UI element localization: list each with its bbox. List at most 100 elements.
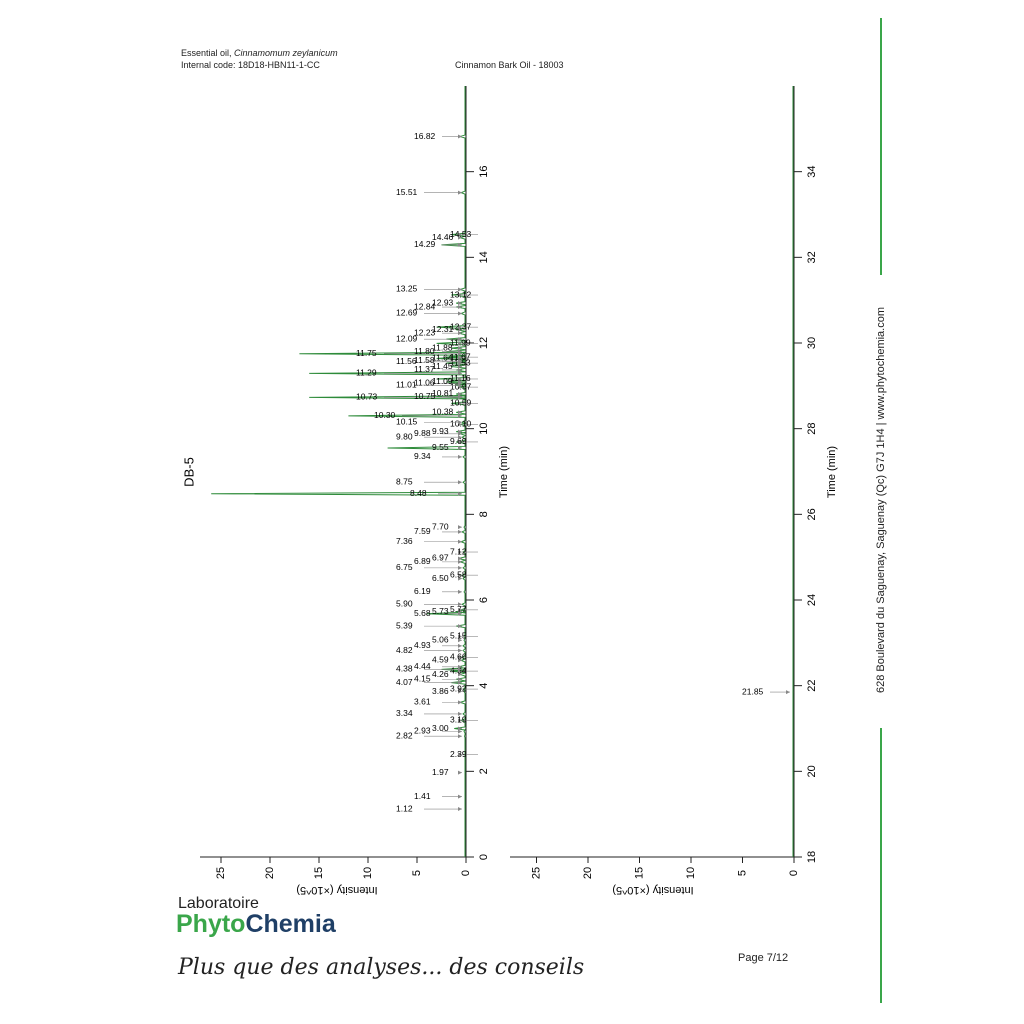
peak-label: 11.56 (396, 356, 417, 366)
peak-label: 11.01 (396, 380, 417, 390)
peak-arrowhead (458, 664, 462, 669)
peak-label: 3.61 (414, 697, 431, 707)
peak-arrowhead (458, 413, 462, 418)
peak-arrowhead (458, 305, 462, 310)
peak-label: 10.30 (374, 410, 396, 420)
peak-arrowhead (458, 658, 462, 663)
peak-label: 5.68 (414, 608, 431, 618)
time-tick-label: 22 (806, 680, 818, 692)
peak-arrowhead (458, 401, 462, 406)
peak-arrowhead (458, 190, 462, 195)
peak-arrowhead (458, 311, 462, 316)
peak-arrowhead (458, 529, 462, 534)
sample-description: Essential oil, Cinnamomum zeylanicum (181, 48, 338, 59)
peak-label: 12.37 (450, 321, 472, 331)
peak-arrowhead (458, 602, 462, 607)
peak-arrowhead (458, 634, 462, 639)
time-tick-label: 32 (806, 251, 818, 263)
peak-arrowhead (458, 301, 462, 306)
peak-arrowhead (458, 391, 462, 396)
peak-label: 3.34 (396, 708, 413, 718)
peak-arrowhead (458, 376, 462, 381)
peak-label: 7.59 (414, 526, 431, 536)
peak-arrowhead (458, 667, 462, 672)
peak-label: 9.55 (432, 442, 449, 452)
time-tick-label: 10 (478, 423, 490, 435)
intensity-tick-label: 10 (685, 867, 697, 879)
peak-arrowhead (458, 355, 462, 360)
peak-arrowhead (458, 576, 462, 581)
peak-arrowhead (458, 410, 462, 415)
peak-arrowhead (458, 379, 462, 384)
peak-arrowhead (458, 624, 462, 629)
intensity-tick-label: 25 (530, 867, 542, 879)
peak-label: 2.93 (414, 726, 431, 736)
intensity-tick-label: 5 (736, 870, 748, 876)
lab-address: 628 Boulevard du Saguenay, Saguenay (Qc)… (875, 306, 887, 694)
peak-label: 4.38 (396, 664, 413, 674)
peak-label: 12.23 (414, 327, 436, 337)
peak-arrowhead (458, 565, 462, 570)
time-tick-label: 30 (806, 337, 818, 349)
peak-arrowhead (458, 648, 462, 653)
time-tick-label: 8 (478, 511, 490, 517)
peak-arrowhead (458, 235, 462, 240)
peak-arrowhead (458, 420, 462, 425)
logo: PhytoChemia (176, 910, 336, 939)
peak-arrowhead (458, 232, 462, 237)
peak-label: 11.67 (450, 351, 471, 361)
peak-arrowhead (458, 331, 462, 336)
accent-line-bottom (880, 728, 882, 1003)
peak-label: 5.77 (450, 604, 467, 614)
peak-arrowhead (458, 364, 462, 369)
peak-label: 11.09 (432, 376, 453, 386)
peak-arrowhead (458, 480, 462, 485)
peak-arrowhead (458, 327, 462, 332)
peak-label: 14.46 (432, 232, 454, 242)
peak-label: 9.93 (432, 426, 449, 436)
peak-label: 7.36 (396, 536, 413, 546)
peak-label: 3.86 (432, 686, 449, 696)
peak-label: 7.12 (450, 546, 467, 556)
logo-label: Laboratoire (178, 895, 259, 912)
peak-arrowhead (458, 638, 462, 643)
peak-arrowhead (458, 134, 462, 139)
peak-arrowhead (458, 752, 462, 757)
peak-label: 5.39 (396, 620, 413, 630)
peak-label: 11.37 (414, 364, 435, 374)
intensity-tick-label: 15 (313, 867, 325, 879)
peak-arrowhead (458, 429, 462, 434)
peak-label: 10.97 (450, 381, 472, 391)
peak-label: 1.41 (414, 791, 431, 801)
peak-label: 9.34 (414, 451, 431, 461)
peak-label: 12.09 (396, 333, 418, 343)
logo-chemia: Chemia (245, 910, 336, 938)
peak-arrowhead (458, 729, 462, 734)
peak-arrowhead (458, 435, 462, 440)
time-tick-label: 16 (478, 166, 490, 178)
peak-arrowhead (458, 589, 462, 594)
intensity-tick-label: 0 (788, 870, 800, 876)
chromatogram-trace (211, 86, 466, 857)
time-axis-title: Time (min) (826, 446, 838, 498)
peak-label: 1.12 (396, 803, 413, 813)
peak-label: 4.44 (414, 661, 431, 671)
peak-label: 10.59 (450, 398, 472, 408)
time-tick-label: 0 (478, 854, 490, 860)
peak-label: 8.75 (396, 476, 413, 486)
peak-label: 11.45 (432, 361, 453, 371)
peak-label: 10.15 (396, 416, 418, 426)
peak-arrowhead (458, 559, 462, 564)
chromatogram-panel-2: 18 20 22 24 26 28 30 32 34 0 5 10 15 20 25 Time (min) In… (510, 86, 838, 896)
peak-label: 11.06 (414, 378, 435, 388)
peak-arrowhead (458, 680, 462, 685)
peak-arrowhead (458, 734, 462, 739)
peak-arrowhead (458, 394, 462, 399)
peak-label: 21.85 (742, 686, 764, 696)
slogan: Plus que des analyses... des conseils (178, 955, 585, 980)
peak-label: 4.93 (414, 640, 431, 650)
time-tick-label: 12 (478, 337, 490, 349)
peak-label: 13.25 (396, 284, 418, 294)
peak-arrowhead (458, 687, 462, 692)
